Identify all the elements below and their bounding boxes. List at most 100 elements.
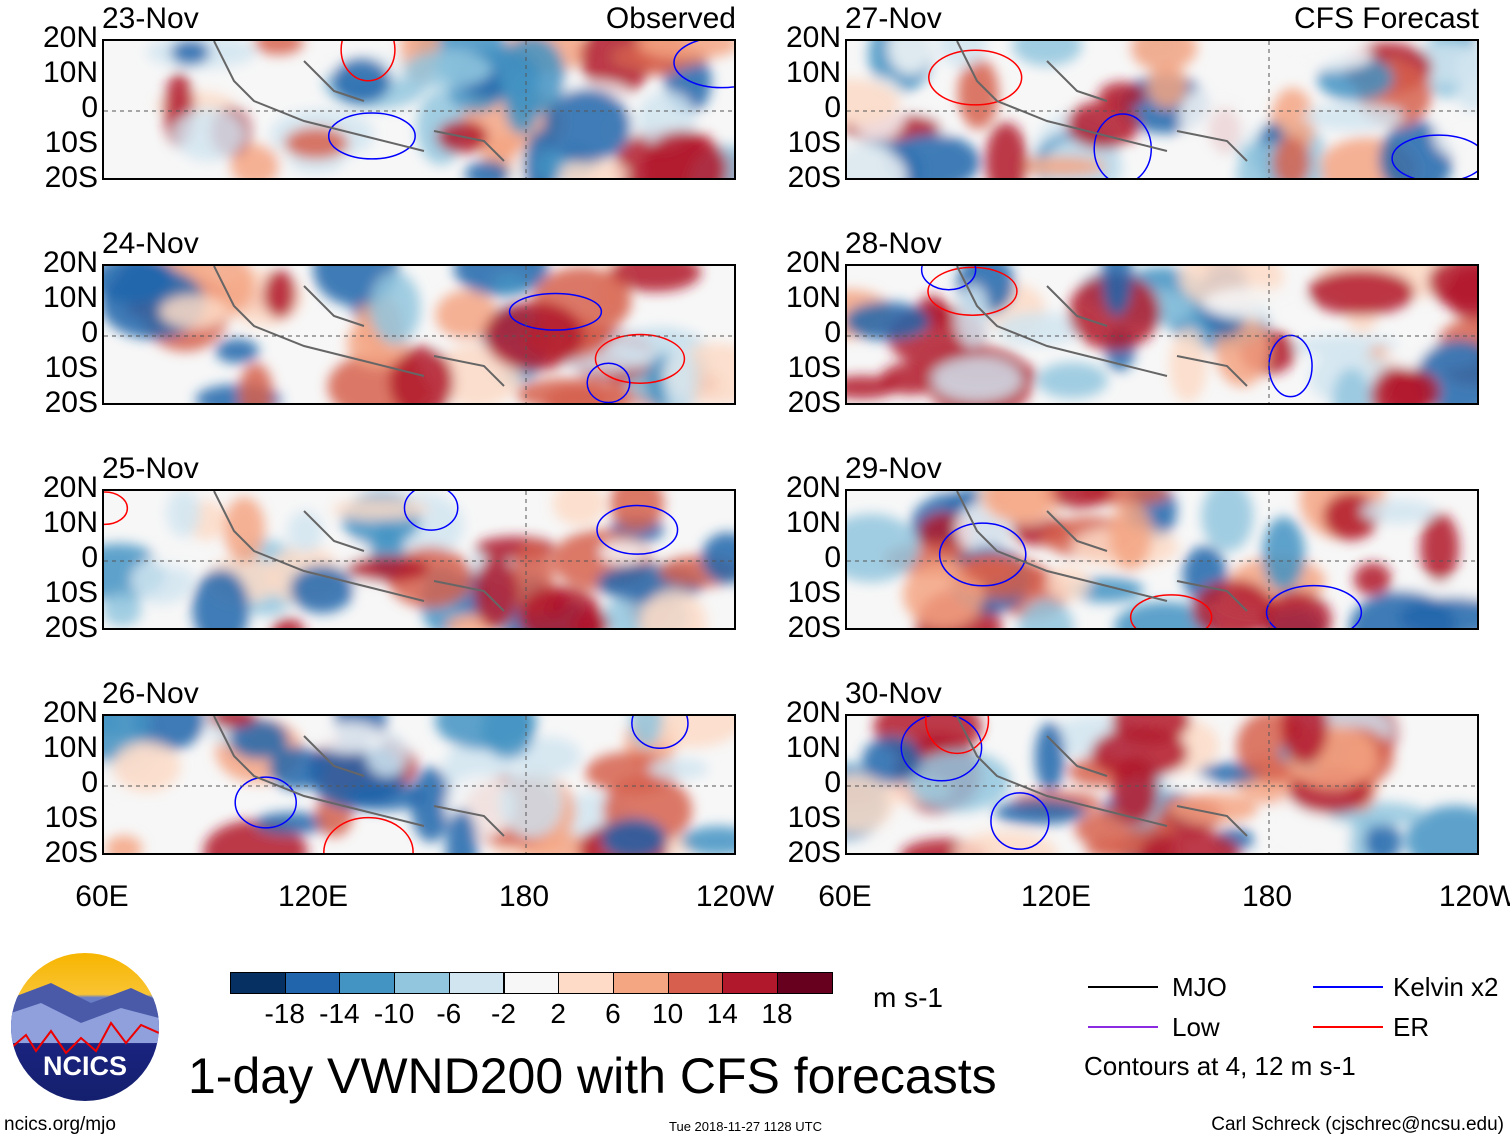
panel-date: 28-Nov — [845, 227, 942, 260]
contour-line — [990, 792, 1050, 850]
lat-label: 20S — [44, 611, 98, 644]
lat-label: 10S — [44, 126, 98, 159]
anomaly-blob — [498, 41, 566, 116]
anomaly-blob — [957, 58, 999, 130]
mountain-icon — [11, 983, 159, 1055]
colorbar-label: 14 — [706, 998, 738, 1029]
anomaly-blob — [1066, 100, 1140, 149]
lat-label: 20N — [785, 471, 841, 504]
lat-label: 20N — [42, 471, 98, 504]
anomaly-blob — [629, 716, 663, 749]
map-panel — [845, 39, 1479, 180]
panel-date: 27-Nov — [845, 2, 942, 35]
anomaly-blob — [1017, 156, 1106, 177]
map-panel — [102, 39, 736, 180]
lat-label: 20S — [787, 386, 841, 419]
panel-date: 25-Nov — [102, 452, 199, 485]
legend-label-mjo: MJO — [1172, 972, 1227, 1002]
lon-label: 120E — [277, 880, 349, 913]
lat-label: 20N — [785, 696, 841, 729]
anomaly-blob — [159, 294, 228, 329]
coastline — [956, 716, 1248, 837]
anomaly-blob — [1277, 42, 1373, 71]
legend-line-mjo — [1088, 986, 1158, 988]
lat-label: 0 — [81, 541, 98, 574]
contour-line — [234, 776, 297, 829]
contour-line — [104, 491, 129, 526]
lat-label: 20S — [44, 161, 98, 194]
legend-line-kelvin — [1313, 986, 1383, 988]
anomaly-blob — [1139, 830, 1241, 853]
anomaly-blob — [552, 491, 606, 526]
anomaly-blob — [1281, 716, 1329, 764]
lat-label: 0 — [81, 766, 98, 799]
anomaly-blob — [1420, 513, 1460, 583]
anomaly-blob — [931, 356, 1023, 402]
footer-url: ncics.org/mjo — [4, 1114, 116, 1135]
anomaly-blob — [403, 50, 492, 89]
colorbar-swatch — [230, 972, 286, 994]
lat-label: 20S — [787, 161, 841, 194]
lat-label: 0 — [81, 91, 98, 124]
contour-line — [340, 41, 396, 82]
coastline — [956, 266, 1248, 387]
anomaly-blob — [1166, 793, 1259, 824]
anomaly-blob — [290, 565, 354, 614]
anomaly-blob — [1043, 491, 1113, 509]
anomaly-blob — [954, 830, 1058, 853]
lat-label: 0 — [824, 316, 841, 349]
anomaly-blob — [518, 586, 603, 628]
panel-date: 29-Nov — [845, 452, 942, 485]
map-panel — [102, 264, 736, 405]
colorbar-label: -6 — [436, 998, 462, 1029]
anomaly-blob — [1433, 109, 1477, 160]
colorbar-label: 18 — [761, 998, 793, 1029]
contour-note: Contours at 4, 12 m s-1 — [1084, 1051, 1356, 1081]
anomaly-blob — [847, 513, 920, 583]
lat-label: 10N — [42, 731, 98, 764]
map-panel — [845, 264, 1479, 405]
anomaly-blob — [1129, 41, 1198, 72]
contour-line — [925, 716, 990, 755]
anomaly-blob — [1179, 81, 1265, 152]
anomaly-blob — [1353, 562, 1392, 596]
anomaly-blob — [1262, 591, 1332, 628]
anomaly-blob — [847, 774, 894, 833]
lat-label: 20N — [785, 21, 841, 54]
coastline — [956, 41, 1248, 162]
anomaly-blob — [515, 736, 581, 776]
anomaly-blob — [314, 722, 385, 754]
anomaly-blob — [1036, 362, 1108, 399]
anomaly-blob — [1012, 41, 1083, 67]
anomaly-blob — [1323, 492, 1379, 541]
coastline — [213, 491, 505, 612]
anomaly-blob — [499, 767, 563, 839]
map-panel — [845, 489, 1479, 630]
contour-line — [327, 112, 416, 160]
map-panel — [845, 714, 1479, 855]
anomaly-blob — [1147, 63, 1188, 109]
lat-label: 10N — [785, 506, 841, 539]
anomaly-blob — [1018, 599, 1074, 628]
colorbar-swatch — [503, 972, 560, 994]
anomaly-blob — [1360, 498, 1437, 524]
footer-timestamp: Tue 2018-11-27 1128 UTC — [669, 1119, 822, 1134]
anomaly-blob — [1332, 367, 1371, 403]
anomaly-blob — [609, 266, 701, 292]
lat-label: 0 — [81, 316, 98, 349]
colorbar-label: 10 — [652, 998, 684, 1029]
anomaly-blob — [287, 510, 324, 553]
anomaly-blob — [1201, 491, 1254, 552]
anomaly-blob — [847, 143, 907, 178]
anomaly-blob — [642, 130, 727, 178]
anomaly-blob — [1262, 516, 1305, 591]
anomaly-blob — [272, 618, 305, 628]
anomaly-blob — [166, 491, 201, 538]
contour-line — [631, 716, 689, 750]
legend-line-er — [1313, 1026, 1383, 1028]
anomaly-blob — [112, 740, 181, 793]
anomaly-blob — [862, 736, 922, 784]
contour-line — [928, 49, 1023, 106]
lat-label: 20S — [787, 836, 841, 869]
anomaly-blob — [464, 160, 511, 178]
